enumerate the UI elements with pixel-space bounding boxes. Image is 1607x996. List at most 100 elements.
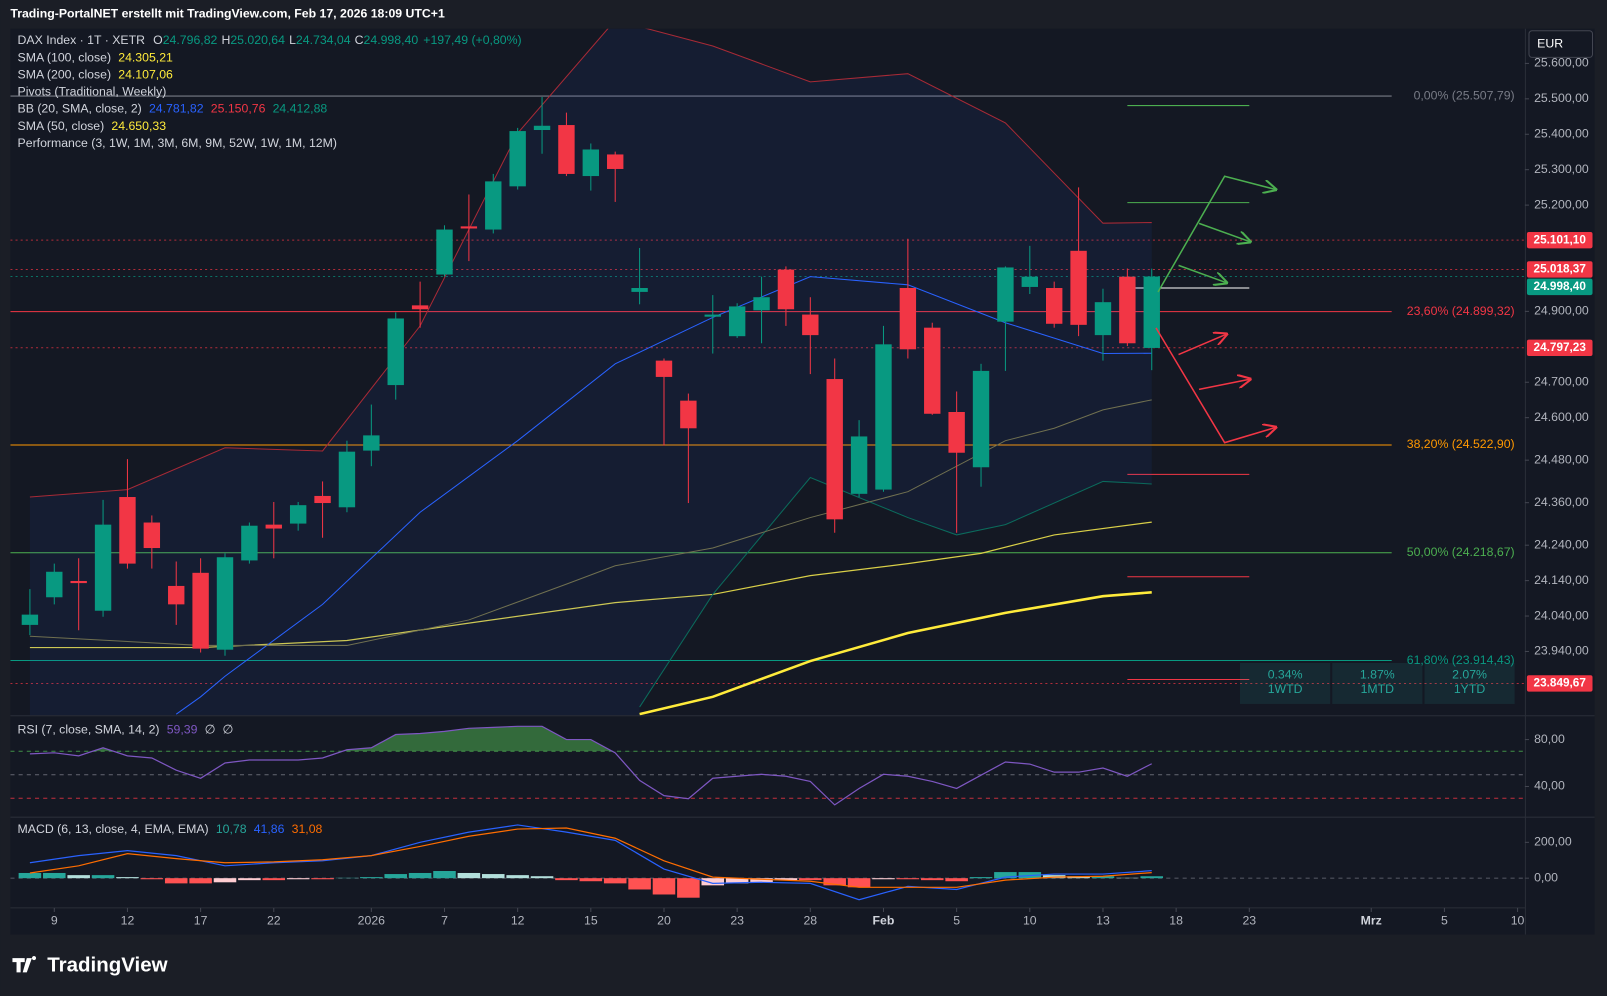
histogram-bar — [238, 878, 261, 881]
candle-body — [655, 360, 673, 377]
currency[interactable]: EUR — [1537, 36, 1563, 50]
legend-line: BB (20, SMA, close, 2) 24.781,82 25.150,76… — [18, 102, 328, 116]
y-tick-label: 25.300,00 — [1534, 162, 1589, 176]
legend-line: SMA (200, close) 24.107,06 — [18, 68, 173, 82]
legend-change: +197,49 (+0,80%) — [423, 33, 521, 47]
histogram-bar — [701, 878, 725, 886]
candle-body — [631, 288, 648, 292]
legend-value: 24.734,04 — [296, 33, 351, 47]
candle-body — [704, 314, 721, 317]
legend-line: RSI (7, close, SMA, 14, 2) 59,39 ∅ ∅ — [18, 723, 234, 737]
histogram-bar — [603, 878, 627, 884]
performance-label: 1WTD — [1268, 682, 1303, 696]
candle-body — [168, 585, 185, 605]
candle-body — [680, 400, 697, 429]
legend-name: BB (20, SMA, close, 2) — [18, 102, 142, 116]
legend-value: 24.650,33 — [111, 119, 166, 133]
candle-body — [924, 327, 941, 414]
performance-value: 1.87% — [1360, 668, 1395, 682]
y-tick-label: 24.900,00 — [1534, 304, 1589, 318]
histogram-bar — [262, 878, 286, 881]
histogram-bar — [140, 878, 164, 880]
legend-name: Pivots (Traditional, Weekly) — [18, 85, 167, 99]
price-pane — [10, 28, 1525, 716]
candle-body — [558, 125, 575, 174]
legend-value: 24.412,88 — [273, 102, 328, 116]
histogram-bar — [1140, 876, 1164, 879]
legend-value: 24.107,06 — [118, 68, 173, 82]
candle-body — [411, 305, 429, 310]
legend-name: SMA (100, close) — [18, 51, 112, 65]
price-label: 24.998,40 — [1534, 280, 1587, 293]
x-tick-label: 10 — [1023, 913, 1037, 927]
performance-label: 1MTD — [1361, 682, 1395, 696]
histogram-bar — [164, 878, 188, 884]
x-tick-label: 7 — [441, 913, 448, 927]
legend-value: 41,86 — [254, 822, 285, 836]
price-label-box — [1526, 675, 1593, 692]
chart-frame — [10, 28, 1595, 935]
histogram-bar — [43, 872, 66, 879]
candle-body — [119, 497, 136, 564]
indicator-line — [29, 399, 1152, 646]
price-label: 23.849,67 — [1534, 677, 1587, 690]
candle-body — [1070, 250, 1087, 325]
arrow — [1178, 334, 1227, 356]
candle-body — [850, 436, 868, 494]
candle-body — [607, 154, 624, 169]
candle-body — [363, 435, 380, 451]
x-tick-label: 23 — [1242, 913, 1256, 927]
currency-button[interactable] — [1528, 30, 1594, 58]
candle-body — [46, 571, 63, 598]
legend-key: H — [221, 33, 230, 47]
macd-pane — [10, 824, 1525, 901]
legend-line: SMA (50, close) 24.650,33 — [18, 119, 167, 133]
histogram-bar — [457, 872, 481, 879]
histogram-bar — [189, 878, 212, 884]
histogram-bar — [433, 871, 456, 879]
legend-line: Pivots (Traditional, Weekly) — [18, 85, 167, 99]
candle-body — [289, 505, 307, 524]
legend-line: Performance (3, 1W, 1M, 3M, 6M, 9M, 52W,… — [18, 136, 337, 150]
y-tick-label: 24.480,00 — [1534, 452, 1589, 466]
legend-key: O — [153, 33, 163, 47]
x-tick-label: 28 — [803, 913, 817, 927]
y-tick-label: 200,00 — [1534, 835, 1572, 849]
band-fill — [29, 28, 1152, 716]
y-tick-label: 24.600,00 — [1534, 410, 1589, 424]
candle-body — [1045, 288, 1063, 324]
price-label: 24.797,23 — [1534, 341, 1587, 354]
legend-name: MACD (6, 13, close, 4, EMA, EMA) — [18, 822, 209, 836]
candle-body — [265, 524, 282, 529]
candle-body — [997, 267, 1014, 322]
x-tick-label: 18 — [1169, 913, 1183, 927]
legend-line: DAX Index · 1T · XETR O24.796,82 H25.020,6… — [18, 33, 522, 47]
brand-logo: TradingView — [12, 954, 168, 977]
macd-line — [29, 824, 1152, 901]
price-label-box — [1526, 339, 1593, 356]
rsi-overbought-fill — [29, 726, 1152, 752]
axes: 25.600,00 25.500,00 25.400,00 25.300,00 25.2… — [51, 56, 1593, 927]
histogram-bar — [530, 876, 554, 879]
histogram-bar — [920, 878, 944, 881]
histogram-bar — [1091, 876, 1115, 879]
histogram-bar — [847, 878, 871, 888]
y-tick-label: 40,00 — [1534, 779, 1565, 793]
histogram-bar — [725, 878, 749, 884]
histogram-bar — [628, 878, 651, 890]
y-tick-label: 25.400,00 — [1534, 127, 1589, 141]
candle-body — [1021, 276, 1039, 287]
histogram-bar — [384, 874, 407, 879]
x-tick-label: 15 — [584, 913, 598, 927]
legend-key: L — [289, 33, 296, 47]
histogram-bar — [18, 872, 42, 879]
legend-line: SMA (100, close) 24.305,21 — [18, 51, 173, 65]
legend-value: ∅ — [205, 723, 216, 737]
performance-value: 0.34% — [1268, 668, 1303, 682]
legend-name: DAX Index · 1T · XETR — [18, 33, 146, 47]
histogram-bar — [994, 872, 1017, 879]
arrow — [1198, 379, 1250, 391]
candle-body — [728, 306, 746, 337]
histogram-bar — [579, 878, 603, 882]
